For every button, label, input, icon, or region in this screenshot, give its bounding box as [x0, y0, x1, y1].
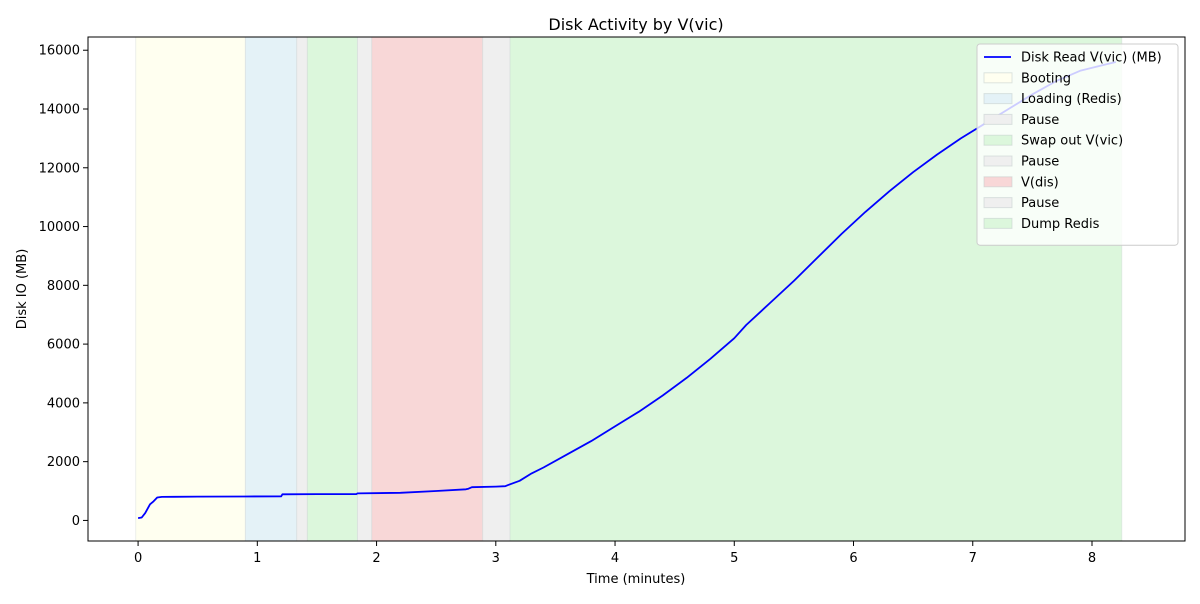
phase-band-5: [371, 36, 484, 542]
phase-band-0: [135, 36, 246, 542]
y-tick-label-0: 0: [72, 514, 80, 529]
legend-box: [976, 43, 1179, 246]
legend-label-phase-1: Loading (Redis): [1021, 92, 1122, 107]
legend-swatch-phase-6: [983, 197, 1013, 209]
y-tick-label-4: 8000: [47, 279, 80, 294]
phase-bands: [135, 36, 1123, 542]
y-tick-label-2: 4000: [47, 396, 80, 411]
legend-label-phase-4: Pause: [1021, 155, 1059, 170]
series-lines: [137, 61, 1117, 519]
legend-swatch-phase-3: [983, 134, 1013, 146]
legend-swatch-phase-1: [983, 93, 1013, 105]
x-tick-label-5: 5: [730, 551, 738, 566]
y-tick-label-8: 16000: [39, 44, 80, 59]
legend-label-phase-5: V(dis): [1021, 175, 1059, 190]
phase-band-4: [356, 36, 373, 542]
phase-band-6: [482, 36, 511, 542]
legend-label-phase-7: Dump Redis: [1021, 217, 1100, 232]
phase-band-3: [306, 36, 358, 542]
x-axis-label: Time (minutes): [586, 572, 686, 587]
legend-label-series-0: Disk Read V(vic) (MB): [1021, 51, 1162, 66]
y-tick-label-1: 2000: [47, 455, 80, 470]
legend-swatch-phase-0: [983, 72, 1013, 84]
y-axis: 0 2000 4000 6000 8000 10000 12000 14000 16000: [39, 44, 88, 529]
legend-swatch-phase-4: [983, 155, 1013, 167]
phase-band-2: [296, 36, 308, 542]
series-line-0: [137, 61, 1117, 519]
y-axis-label: Disk IO (MB): [15, 249, 30, 330]
x-tick-label-4: 4: [611, 551, 619, 566]
y-tick-label-7: 14000: [39, 103, 80, 118]
phase-band-1: [244, 36, 298, 542]
legend-swatch-phase-5: [983, 176, 1013, 188]
x-tick-label-3: 3: [492, 551, 500, 566]
x-tick-label-8: 8: [1088, 551, 1096, 566]
legend-swatch-phase-7: [983, 217, 1013, 229]
x-tick-label-7: 7: [969, 551, 977, 566]
x-axis: 0 1 2 3 4 5 6 7 8: [134, 541, 1096, 566]
y-tick-label-3: 6000: [47, 338, 80, 353]
x-tick-label-0: 0: [134, 551, 142, 566]
legend-label-phase-6: Pause: [1021, 196, 1059, 211]
x-tick-label-1: 1: [253, 551, 261, 566]
chart-title: Disk Activity by V(vic): [548, 15, 723, 34]
legend-swatch-phase-2: [983, 113, 1013, 125]
x-tick-label-2: 2: [372, 551, 380, 566]
x-tick-label-6: 6: [849, 551, 857, 566]
y-tick-label-6: 12000: [39, 161, 80, 176]
legend-label-phase-2: Pause: [1021, 113, 1059, 128]
legend-label-phase-0: Booting: [1021, 71, 1071, 86]
y-tick-label-5: 10000: [39, 220, 80, 235]
legend: Disk Read V(vic) (MB) Booting Loading (Red…: [976, 43, 1179, 246]
legend-label-phase-3: Swap out V(vic): [1021, 134, 1123, 149]
plot-frame: [87, 36, 1186, 542]
